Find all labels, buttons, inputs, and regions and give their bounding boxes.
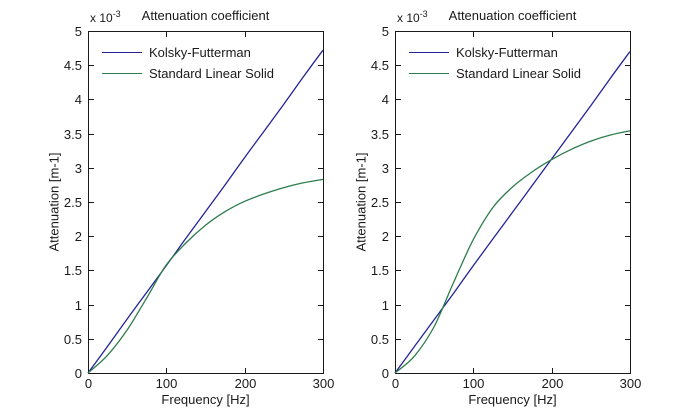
x-tick-label: 300	[313, 376, 335, 391]
y-tick-label: 1	[75, 298, 82, 313]
x-tick-label: 300	[620, 376, 642, 391]
series-path-kolsky-futterman	[87, 49, 324, 374]
y-multiplier-base: x 10	[90, 11, 113, 25]
legend-label: Kolsky-Futterman	[456, 45, 558, 60]
y-tick-label: 2.5	[371, 195, 389, 210]
y-tick-label: 4.5	[371, 58, 389, 73]
legend-line-standard-linear-solid	[102, 73, 142, 74]
y-tick-label: 4	[382, 92, 389, 107]
legend: Kolsky-Futterman Standard Linear Solid	[102, 42, 274, 84]
legend-label: Standard Linear Solid	[149, 66, 275, 81]
series-path-kolsky-futterman	[394, 51, 631, 374]
y-multiplier-exponent: -3	[112, 9, 121, 19]
y-tick-label: 4.5	[64, 58, 82, 73]
series-path-standard-linear-solid	[87, 178, 324, 374]
legend-entry: Kolsky-Futterman	[102, 42, 274, 63]
x-tick-label: 200	[542, 376, 564, 391]
y-tick-label: 0	[382, 366, 389, 381]
legend-line-kolsky-futterman	[409, 52, 449, 53]
y-tick-label: 1.5	[371, 263, 389, 278]
y-tick-label: 3.5	[371, 127, 389, 142]
legend-label: Standard Linear Solid	[456, 66, 582, 81]
y-tick-label: 3	[75, 161, 82, 176]
y-tick-label: 2.5	[64, 195, 82, 210]
y-tick-label: 0	[75, 366, 82, 381]
x-tick-label: 100	[156, 376, 178, 391]
y-tick-label: 1	[382, 298, 389, 313]
y-tick-label: 0.5	[371, 332, 389, 347]
legend-entry: Standard Linear Solid	[409, 63, 581, 84]
y-tick-label: 4	[75, 92, 82, 107]
x-axis-label: Frequency [Hz]	[161, 392, 250, 407]
y-axis-label: Attenuation [m-1]	[353, 152, 369, 252]
legend-label: Kolsky-Futterman	[149, 45, 251, 60]
x-tick-label: 200	[235, 376, 257, 391]
y-tick-label: 3.5	[64, 127, 82, 142]
plot-box	[395, 31, 631, 374]
legend-entry: Kolsky-Futterman	[409, 42, 581, 63]
series-path-standard-linear-solid	[394, 130, 631, 374]
legend-line-kolsky-futterman	[102, 52, 142, 53]
y-tick-label: 1.5	[64, 263, 82, 278]
legend-entry: Standard Linear Solid	[102, 63, 274, 84]
legend: Kolsky-Futterman Standard Linear Solid	[409, 42, 581, 84]
legend-line-standard-linear-solid	[409, 73, 449, 74]
x-tick-label: 0	[85, 376, 92, 391]
x-axis-label: Frequency [Hz]	[468, 392, 557, 407]
y-axis-multiplier: x 10-3	[397, 9, 428, 25]
y-tick-label: 0.5	[64, 332, 82, 347]
chart-title: Attenuation coefficient	[141, 8, 270, 23]
y-tick-label: 2	[382, 229, 389, 244]
y-multiplier-exponent: -3	[419, 9, 428, 19]
y-axis-label: Attenuation [m-1]	[46, 152, 62, 252]
x-tick-label: 100	[463, 376, 485, 391]
chart-title: Attenuation coefficient	[448, 8, 577, 23]
y-tick-label: 2	[75, 229, 82, 244]
y-tick-label: 5	[75, 24, 82, 39]
x-tick-label: 0	[392, 376, 399, 391]
y-multiplier-base: x 10	[397, 11, 420, 25]
y-tick-label: 5	[382, 24, 389, 39]
y-axis-multiplier: x 10-3	[90, 9, 121, 25]
y-tick-label: 3	[382, 161, 389, 176]
plot-box	[88, 31, 324, 374]
